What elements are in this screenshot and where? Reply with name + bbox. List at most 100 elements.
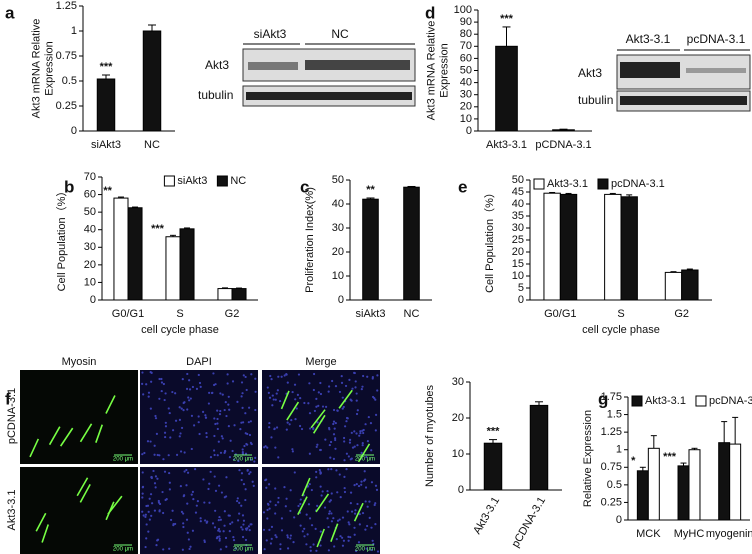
y-tick-label: 25 [512, 234, 524, 246]
nucleus [268, 426, 271, 429]
nucleus [371, 377, 374, 380]
nucleus [168, 488, 171, 491]
nucleus [365, 455, 368, 459]
nucleus [195, 504, 198, 507]
nucleus [264, 445, 267, 448]
nucleus [286, 421, 289, 424]
nucleus [147, 530, 150, 533]
nucleus [317, 391, 320, 394]
nucleus [186, 531, 189, 534]
nucleus [312, 543, 315, 546]
nucleus [252, 484, 255, 487]
myotube [286, 401, 300, 421]
nucleus [213, 417, 216, 420]
nucleus [366, 524, 369, 528]
y-axis-label: Expression [438, 43, 450, 97]
nucleus [246, 469, 249, 472]
nucleus [148, 497, 151, 500]
nucleus [245, 388, 248, 392]
nucleus [336, 409, 339, 412]
nucleus [213, 434, 216, 438]
nucleus [280, 517, 284, 520]
nucleus [238, 512, 241, 515]
nucleus [141, 496, 144, 499]
nucleus [190, 414, 194, 417]
y-tick-label: 100 [454, 4, 472, 16]
nucleus [224, 536, 228, 540]
nucleus [244, 412, 247, 415]
y-tick-label: 1.75 [601, 391, 622, 403]
nucleus [216, 422, 219, 425]
nucleus [365, 547, 368, 550]
nucleus [356, 444, 359, 447]
nucleus [374, 429, 377, 432]
nucleus [250, 373, 253, 376]
nucleus [376, 550, 380, 553]
nucleus [283, 486, 286, 489]
nucleus [267, 503, 270, 506]
row-label: tubulin [198, 88, 233, 102]
y-tick-label: 50 [460, 64, 472, 76]
x-tick-label: pCDNA-3.1 [510, 495, 549, 550]
y-tick-label: 0.75 [56, 50, 77, 62]
nucleus [142, 393, 145, 396]
nucleus [146, 440, 150, 443]
nucleus [247, 421, 250, 424]
nucleus [207, 487, 210, 491]
nucleus [242, 421, 245, 424]
nucleus [328, 510, 331, 513]
nucleus [201, 410, 205, 413]
nucleus [148, 518, 151, 521]
nucleus [346, 510, 349, 513]
nucleus [296, 393, 300, 397]
nucleus [358, 523, 361, 526]
nucleus [181, 548, 184, 551]
nucleus [219, 451, 223, 454]
nucleus [228, 456, 232, 459]
nucleus [368, 516, 371, 519]
significance: *** [500, 13, 514, 25]
nucleus [241, 406, 244, 409]
y-tick-label: 0.25 [56, 100, 77, 112]
nucleus [141, 382, 144, 385]
nucleus [332, 517, 335, 520]
nucleus [307, 402, 310, 405]
nucleus [334, 385, 338, 388]
nucleus [219, 392, 222, 395]
y-tick-label: 0 [90, 294, 96, 306]
nucleus [153, 444, 156, 447]
myotube [79, 483, 91, 503]
nucleus [155, 432, 159, 436]
scale-bar-label: 200 μm [233, 457, 253, 463]
nucleus [341, 396, 344, 399]
nucleus [315, 476, 318, 479]
y-tick-label: 1.25 [601, 426, 622, 438]
myotube [301, 477, 311, 497]
myotube [357, 443, 371, 463]
y-axis-label: Cell Population（%） [55, 186, 68, 292]
significance: *** [151, 223, 165, 235]
column-label: Myosin [62, 356, 97, 368]
nucleus [241, 452, 245, 455]
nucleus [366, 375, 369, 378]
x-tick-label: G2 [674, 308, 689, 320]
y-tick-label: 40 [84, 224, 96, 236]
significance: *** [100, 61, 114, 73]
nucleus [309, 549, 312, 552]
nucleus [328, 385, 331, 388]
nucleus [223, 524, 226, 527]
nucleus [182, 512, 185, 515]
y-tick-label: 40 [512, 198, 524, 210]
nucleus [240, 526, 243, 529]
legend-label: Akt3-3.1 [547, 178, 588, 190]
nucleus [307, 503, 311, 506]
nucleus [187, 396, 190, 399]
nucleus [226, 373, 229, 376]
nucleus [351, 446, 355, 449]
myotube [338, 389, 353, 409]
nucleus [188, 379, 191, 382]
y-tick-label: 20 [452, 412, 464, 424]
nucleus [366, 505, 369, 508]
x-tick-label: NC [144, 139, 160, 151]
nucleus [299, 396, 302, 400]
